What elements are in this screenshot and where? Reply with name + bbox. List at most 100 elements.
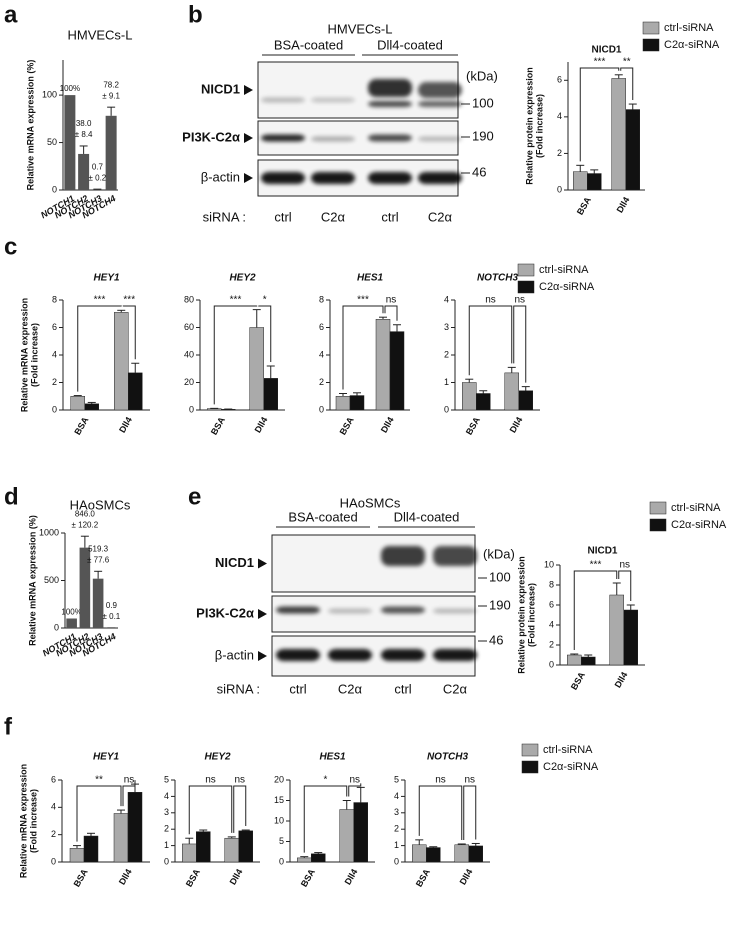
y-tick-label: 20 — [274, 774, 284, 784]
lane-label: C2α — [321, 209, 346, 224]
legend-label: C2α-siRNA — [671, 519, 727, 531]
y-tick-label: 500 — [44, 575, 59, 585]
bar — [263, 378, 278, 411]
chart-title: HAoSMCs — [70, 497, 131, 512]
chart-title: HEY1 — [93, 273, 120, 284]
y-tick-label: 3 — [164, 807, 169, 817]
blot-title: HAoSMCs — [340, 495, 401, 510]
sirna-label: siRNA : — [217, 681, 260, 696]
bar — [114, 312, 129, 411]
group-label: BSA-coated — [274, 37, 343, 52]
legend-swatch — [521, 760, 539, 774]
value-label: 38.0 — [76, 119, 92, 128]
significance-bracket — [573, 570, 618, 650]
bar — [611, 78, 626, 191]
y-tick-label: 2 — [51, 829, 56, 839]
bar — [66, 618, 77, 628]
significance-bracket — [579, 67, 620, 162]
bar — [70, 396, 85, 411]
significance-bracket — [348, 783, 362, 797]
band — [433, 608, 477, 614]
kda-label: (kDa) — [466, 68, 498, 83]
y-tick-label: 2 — [319, 377, 324, 387]
significance-bracket — [513, 305, 527, 383]
y-axis-label: Relative protein expression — [524, 67, 534, 185]
y-tick-label: 6 — [319, 322, 324, 332]
row-label: NICD1 — [201, 81, 240, 96]
error-label: ± 0.1 — [103, 612, 121, 621]
legend-swatch — [517, 263, 535, 277]
y-tick-label: 0 — [319, 404, 324, 414]
significance-bracket — [463, 785, 477, 840]
x-tick-label: BSA — [209, 415, 227, 437]
legend-swatch — [642, 38, 660, 52]
bar — [105, 115, 117, 190]
y-tick-label: 2 — [52, 377, 57, 387]
arrow — [258, 651, 267, 661]
band — [261, 172, 305, 184]
significance-label: ** — [623, 57, 631, 68]
error-label: ± 8.4 — [75, 130, 93, 139]
y-tick-label: 4 — [51, 802, 56, 812]
y-tick-label: 10 — [544, 559, 554, 569]
significance-bracket — [122, 780, 136, 807]
bar — [78, 153, 90, 190]
lane-label: C2α — [443, 681, 468, 696]
bar — [249, 327, 264, 411]
x-tick-label: BSA — [72, 867, 90, 889]
significance-label: ns — [205, 775, 216, 786]
significance-label: ns — [386, 295, 397, 306]
x-tick-label: Dll4 — [117, 415, 134, 434]
significance-label: ns — [349, 775, 360, 786]
bar — [587, 173, 602, 191]
x-tick-label: BSA — [575, 195, 593, 217]
y-axis-label: Relative mRNA expression — [19, 298, 29, 412]
significance-bracket — [468, 305, 513, 376]
y-tick-label: 60 — [184, 322, 194, 332]
band — [311, 136, 355, 142]
chart-title: NOTCH3 — [477, 273, 519, 284]
y-tick-label: 0 — [51, 856, 56, 866]
band — [276, 606, 320, 614]
blot-box — [271, 595, 476, 633]
y-tick-label: 5 — [164, 774, 169, 784]
y-axis-label: Relative mRNA expression — [18, 764, 28, 878]
x-tick-label: BSA — [184, 867, 202, 889]
band — [418, 101, 462, 107]
legend-label: C2α-siRNA — [539, 281, 595, 293]
legend-swatch — [642, 21, 660, 35]
y-tick-label: 4 — [557, 111, 562, 121]
value-label: 519.3 — [88, 544, 109, 553]
band — [328, 649, 372, 661]
y-tick-label: 4 — [164, 791, 169, 801]
lane-label: ctrl — [381, 209, 398, 224]
y-tick-label: 10 — [274, 815, 284, 825]
bar — [182, 843, 197, 863]
legend-label: ctrl-siRNA — [543, 744, 593, 756]
x-tick-label: Dll4 — [228, 867, 245, 886]
row-label: PI3K-C2α — [182, 129, 240, 144]
y-tick-label: 3 — [394, 807, 399, 817]
significance-label: ns — [485, 295, 496, 306]
bar — [567, 654, 582, 666]
value-label: 846.0 — [75, 509, 96, 518]
value-label: 0.9 — [106, 601, 118, 610]
value-label: 100% — [60, 84, 80, 93]
bar — [196, 831, 211, 863]
group-label: BSA-coated — [288, 509, 357, 524]
error-label: ± 9.1 — [102, 91, 120, 100]
significance-bracket — [76, 785, 122, 842]
y-tick-label: 1 — [394, 840, 399, 850]
y-tick-label: 80 — [184, 294, 194, 304]
bar — [349, 395, 365, 411]
x-tick-label: BSA — [414, 867, 432, 889]
sirna-label: siRNA : — [203, 209, 246, 224]
y-tick-label: 0 — [279, 856, 284, 866]
panel-letter: f — [4, 713, 13, 740]
bar — [573, 171, 588, 191]
band — [418, 136, 462, 142]
arrow — [244, 85, 253, 95]
legend-swatch — [649, 518, 667, 532]
chart-title: HES1 — [357, 273, 384, 284]
error-label: ± 120.2 — [72, 520, 99, 529]
